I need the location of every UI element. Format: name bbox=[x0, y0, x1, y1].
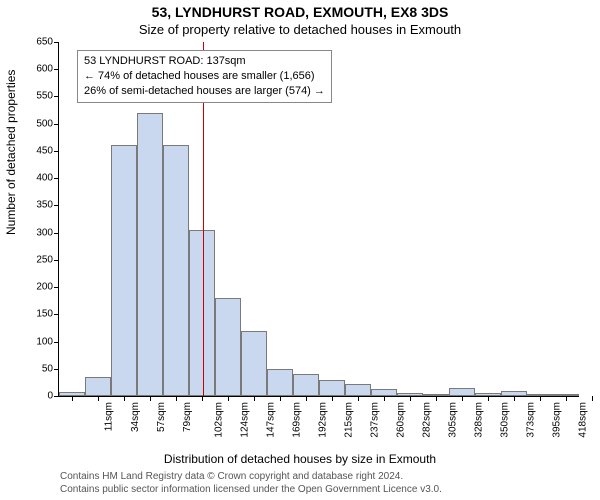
x-tick-label: 305sqm bbox=[448, 402, 459, 438]
x-tick-mark bbox=[332, 396, 333, 401]
x-tick-mark bbox=[202, 396, 203, 401]
y-tick-mark bbox=[54, 314, 59, 315]
x-tick-mark bbox=[176, 396, 177, 401]
x-tick-mark bbox=[306, 396, 307, 401]
y-tick-mark bbox=[54, 287, 59, 288]
credits-line-1: Contains HM Land Registry data © Crown c… bbox=[60, 471, 442, 484]
y-tick-mark bbox=[54, 369, 59, 370]
x-tick-label: 395sqm bbox=[552, 402, 563, 438]
y-tick-mark bbox=[54, 69, 59, 70]
y-tick-mark bbox=[54, 342, 59, 343]
x-tick-label: 418sqm bbox=[578, 402, 589, 438]
histogram-bar bbox=[241, 331, 267, 396]
x-tick-label: 57sqm bbox=[156, 402, 167, 432]
credits-line-2: Contains public sector information licen… bbox=[60, 484, 442, 497]
plot-area: 0501001502002503003504004505005506006501… bbox=[58, 42, 579, 397]
x-axis-label: Distribution of detached houses by size … bbox=[0, 452, 600, 466]
y-tick-mark bbox=[54, 42, 59, 43]
annotation-line: 53 LYNDHURST ROAD: 137sqm bbox=[84, 54, 325, 69]
x-tick-label: 373sqm bbox=[526, 402, 537, 438]
histogram-bar bbox=[85, 377, 111, 396]
x-tick-label: 11sqm bbox=[103, 402, 114, 431]
x-tick-mark bbox=[98, 396, 99, 401]
x-tick-mark bbox=[462, 396, 463, 401]
histogram-bar bbox=[267, 369, 293, 396]
x-tick-label: 124sqm bbox=[240, 402, 251, 438]
y-tick-mark bbox=[54, 396, 59, 397]
x-tick-mark bbox=[514, 396, 515, 401]
y-tick-mark bbox=[54, 124, 59, 125]
annotation-line: ← 74% of detached houses are smaller (1,… bbox=[84, 69, 325, 84]
histogram-bar bbox=[293, 374, 319, 396]
x-tick-mark bbox=[592, 396, 593, 401]
y-tick-mark bbox=[54, 205, 59, 206]
y-axis-label: Number of detached properties bbox=[4, 70, 18, 235]
x-tick-mark bbox=[228, 396, 229, 401]
x-tick-label: 34sqm bbox=[130, 402, 141, 432]
x-tick-label: 237sqm bbox=[370, 402, 381, 438]
histogram-bar bbox=[163, 145, 189, 396]
x-tick-label: 260sqm bbox=[396, 402, 407, 438]
chart-title-address: 53, LYNDHURST ROAD, EXMOUTH, EX8 3DS bbox=[0, 4, 600, 20]
histogram-bar bbox=[111, 145, 137, 396]
y-tick-mark bbox=[54, 178, 59, 179]
histogram-bar bbox=[137, 113, 163, 396]
x-tick-label: 350sqm bbox=[500, 402, 511, 438]
x-tick-label: 79sqm bbox=[182, 402, 193, 432]
x-tick-label: 169sqm bbox=[292, 402, 303, 438]
histogram-bar bbox=[215, 298, 241, 396]
y-tick-mark bbox=[54, 151, 59, 152]
y-tick-mark bbox=[54, 260, 59, 261]
histogram-bar bbox=[319, 380, 345, 396]
histogram-bar bbox=[345, 384, 371, 396]
x-tick-mark bbox=[384, 396, 385, 401]
y-tick-mark bbox=[54, 233, 59, 234]
chart-subtitle: Size of property relative to detached ho… bbox=[0, 22, 600, 37]
y-tick-mark bbox=[54, 96, 59, 97]
x-tick-mark bbox=[566, 396, 567, 401]
x-tick-label: 192sqm bbox=[318, 402, 329, 438]
x-tick-mark bbox=[540, 396, 541, 401]
x-tick-mark bbox=[124, 396, 125, 401]
x-tick-mark bbox=[280, 396, 281, 401]
histogram-bar bbox=[449, 388, 475, 396]
x-tick-mark bbox=[254, 396, 255, 401]
histogram-bar bbox=[189, 230, 215, 396]
x-tick-mark bbox=[150, 396, 151, 401]
annotation-box: 53 LYNDHURST ROAD: 137sqm← 74% of detach… bbox=[77, 50, 332, 103]
annotation-line: 26% of semi-detached houses are larger (… bbox=[84, 84, 325, 99]
x-tick-mark bbox=[410, 396, 411, 401]
x-tick-mark bbox=[488, 396, 489, 401]
x-tick-label: 282sqm bbox=[422, 402, 433, 438]
x-tick-label: 328sqm bbox=[474, 402, 485, 438]
credits-block: Contains HM Land Registry data © Crown c… bbox=[60, 471, 442, 496]
x-tick-mark bbox=[72, 396, 73, 401]
x-tick-label: 215sqm bbox=[344, 402, 355, 438]
x-tick-label: 147sqm bbox=[266, 402, 277, 438]
x-tick-label: 102sqm bbox=[214, 402, 225, 438]
chart-container: 53, LYNDHURST ROAD, EXMOUTH, EX8 3DS Siz… bbox=[0, 0, 600, 500]
x-tick-mark bbox=[436, 396, 437, 401]
x-tick-mark bbox=[358, 396, 359, 401]
